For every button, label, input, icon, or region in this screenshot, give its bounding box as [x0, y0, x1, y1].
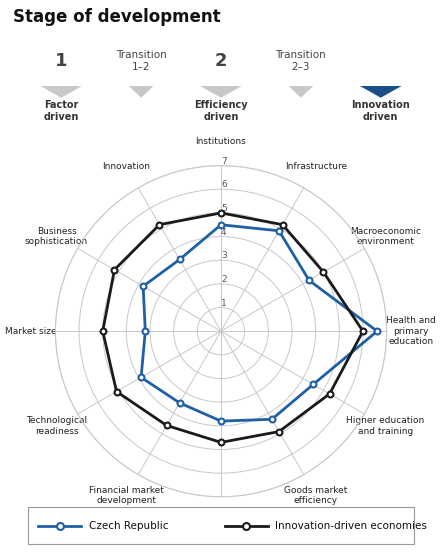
Point: [142, 327, 149, 336]
Polygon shape: [40, 86, 83, 98]
Text: Factor
driven: Factor driven: [44, 100, 79, 122]
Point: [137, 373, 145, 382]
Point: [275, 427, 282, 436]
Text: Transition
2–3: Transition 2–3: [275, 50, 326, 72]
Point: [359, 327, 366, 336]
Text: 1: 1: [55, 52, 68, 70]
Point: [320, 268, 327, 277]
Point: [279, 220, 286, 229]
Text: Efficiency
driven: Efficiency driven: [194, 100, 248, 122]
Point: [217, 209, 225, 217]
Point: [305, 276, 312, 285]
Polygon shape: [359, 86, 402, 98]
Point: [275, 226, 282, 235]
Point: [217, 417, 225, 426]
Point: [140, 282, 147, 291]
Point: [268, 415, 275, 424]
Point: [156, 220, 163, 229]
Point: [217, 438, 225, 447]
Point: [217, 220, 225, 229]
Polygon shape: [128, 86, 154, 98]
Point: [163, 421, 170, 430]
Text: 2: 2: [215, 52, 227, 70]
Polygon shape: [199, 86, 243, 98]
Point: [176, 255, 183, 264]
FancyBboxPatch shape: [28, 507, 414, 544]
Point: [310, 380, 317, 389]
Text: Innovation-driven economies: Innovation-driven economies: [275, 521, 427, 531]
Text: Innovation
driven: Innovation driven: [351, 100, 410, 122]
Text: Czech Republic: Czech Republic: [89, 521, 168, 531]
Point: [99, 327, 106, 336]
Point: [111, 266, 118, 274]
Text: Transition
1–2: Transition 1–2: [116, 50, 167, 72]
Text: 3: 3: [374, 52, 387, 70]
Text: Stage of development: Stage of development: [13, 8, 221, 26]
Point: [113, 387, 120, 396]
Point: [176, 399, 183, 407]
Point: [326, 390, 333, 399]
Point: [373, 327, 381, 336]
Polygon shape: [288, 86, 314, 98]
